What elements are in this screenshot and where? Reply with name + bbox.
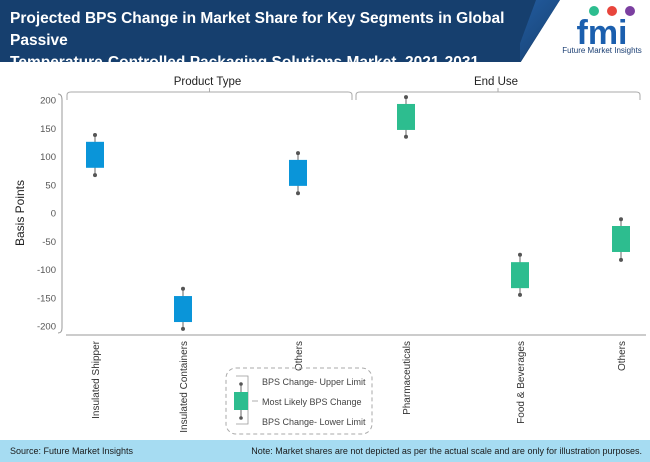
box: [174, 296, 192, 323]
y-tick-label: 150: [40, 124, 56, 135]
box-item: [174, 286, 192, 331]
title-line-2: Temperature-Controlled Packaging Solutio…: [10, 54, 480, 71]
legend-entry: Most Likely BPS Change: [262, 397, 362, 407]
group-bracket: [66, 91, 353, 100]
upper-limit-marker: [404, 95, 408, 100]
upper-limit-marker: [93, 133, 97, 138]
x-tick-label: Insulated Containers: [179, 341, 190, 433]
upper-limit-marker: [619, 217, 623, 222]
note-text: Note: Market shares are not depicted as …: [251, 446, 642, 456]
fmi-logo: fmi Future Market Insights: [556, 4, 648, 60]
box-item: [289, 151, 307, 196]
box: [612, 225, 630, 252]
box-item: [86, 133, 104, 178]
logo-dot-purple: [625, 6, 635, 16]
box-item: [511, 252, 529, 297]
y-tick-label: 200: [40, 96, 56, 107]
lower-limit-marker: [93, 173, 97, 178]
group-brackets: Product Type End Use: [66, 76, 641, 100]
box-series: [86, 95, 630, 331]
y-axis: 200 150 100 50 0 -50 -100 -150 -200 Basis Points: [13, 96, 56, 333]
legend-lower-marker: [239, 416, 243, 420]
y-axis-title: Basis Points: [13, 180, 27, 246]
lower-limit-marker: [296, 191, 300, 196]
x-tick-label: Others: [294, 341, 305, 371]
legend-upper-marker: [239, 382, 243, 386]
y-axis-line: [57, 93, 63, 334]
box-item: [397, 95, 415, 139]
header: Projected BPS Change in Market Share for…: [0, 0, 650, 71]
lower-limit-marker: [619, 257, 623, 262]
y-tick-label: -50: [42, 237, 56, 248]
y-tick-label: 100: [40, 152, 56, 163]
group-label: End Use: [474, 76, 518, 88]
x-axis-labels: Insulated Shipper Insulated Containers Oth…: [91, 340, 628, 432]
x-tick-label: Others: [617, 341, 628, 371]
box: [397, 103, 415, 130]
title-banner: [0, 0, 560, 62]
box: [289, 159, 307, 186]
y-tick-label: 0: [51, 209, 56, 220]
y-tick-label: -150: [37, 293, 56, 304]
upper-limit-marker: [518, 252, 522, 257]
y-tick-label: -200: [37, 322, 56, 333]
box-item: [612, 217, 630, 262]
chart-frame: [57, 93, 646, 336]
logo-letters: fmi: [577, 14, 628, 46]
upper-limit-marker: [296, 151, 300, 156]
fmi-logo-mark: fmi: [577, 6, 635, 52]
logo-dot-green: [589, 6, 599, 16]
legend-entry: BPS Change- Upper Limit: [262, 377, 366, 387]
x-tick-label: Insulated Shipper: [91, 340, 102, 419]
source-text: Source: Future Market Insights: [10, 446, 134, 456]
box: [511, 262, 529, 289]
x-tick-label: Food & Beverages: [516, 341, 527, 424]
footer: Source: Future Market Insights Note: Mar…: [0, 440, 650, 462]
logo-dot-red: [607, 6, 617, 16]
y-tick-label: -100: [37, 265, 56, 276]
lower-limit-marker: [404, 134, 408, 139]
lower-limit-marker: [518, 292, 522, 297]
y-tick-label: 50: [45, 180, 56, 191]
upper-limit-marker: [181, 286, 185, 291]
legend-box-swatch: [234, 392, 248, 410]
legend-entry: BPS Change- Lower Limit: [262, 417, 366, 427]
title-line-1: Projected BPS Change in Market Share for…: [10, 10, 505, 49]
chart-area: 200 150 100 50 0 -50 -100 -150 -200 Basis Points …: [0, 62, 650, 440]
x-tick-label: Pharmaceuticals: [402, 341, 413, 415]
logo-caption: Future Market Insights: [562, 46, 642, 55]
group-label: Product Type: [174, 76, 242, 88]
legend: BPS Change- Upper Limit Most Likely BPS C…: [225, 367, 373, 435]
box: [86, 141, 104, 168]
group-bracket: [355, 91, 641, 100]
lower-limit-marker: [181, 326, 185, 331]
legend-border: [225, 367, 373, 435]
chart-title: Projected BPS Change in Market Share for…: [10, 8, 530, 74]
